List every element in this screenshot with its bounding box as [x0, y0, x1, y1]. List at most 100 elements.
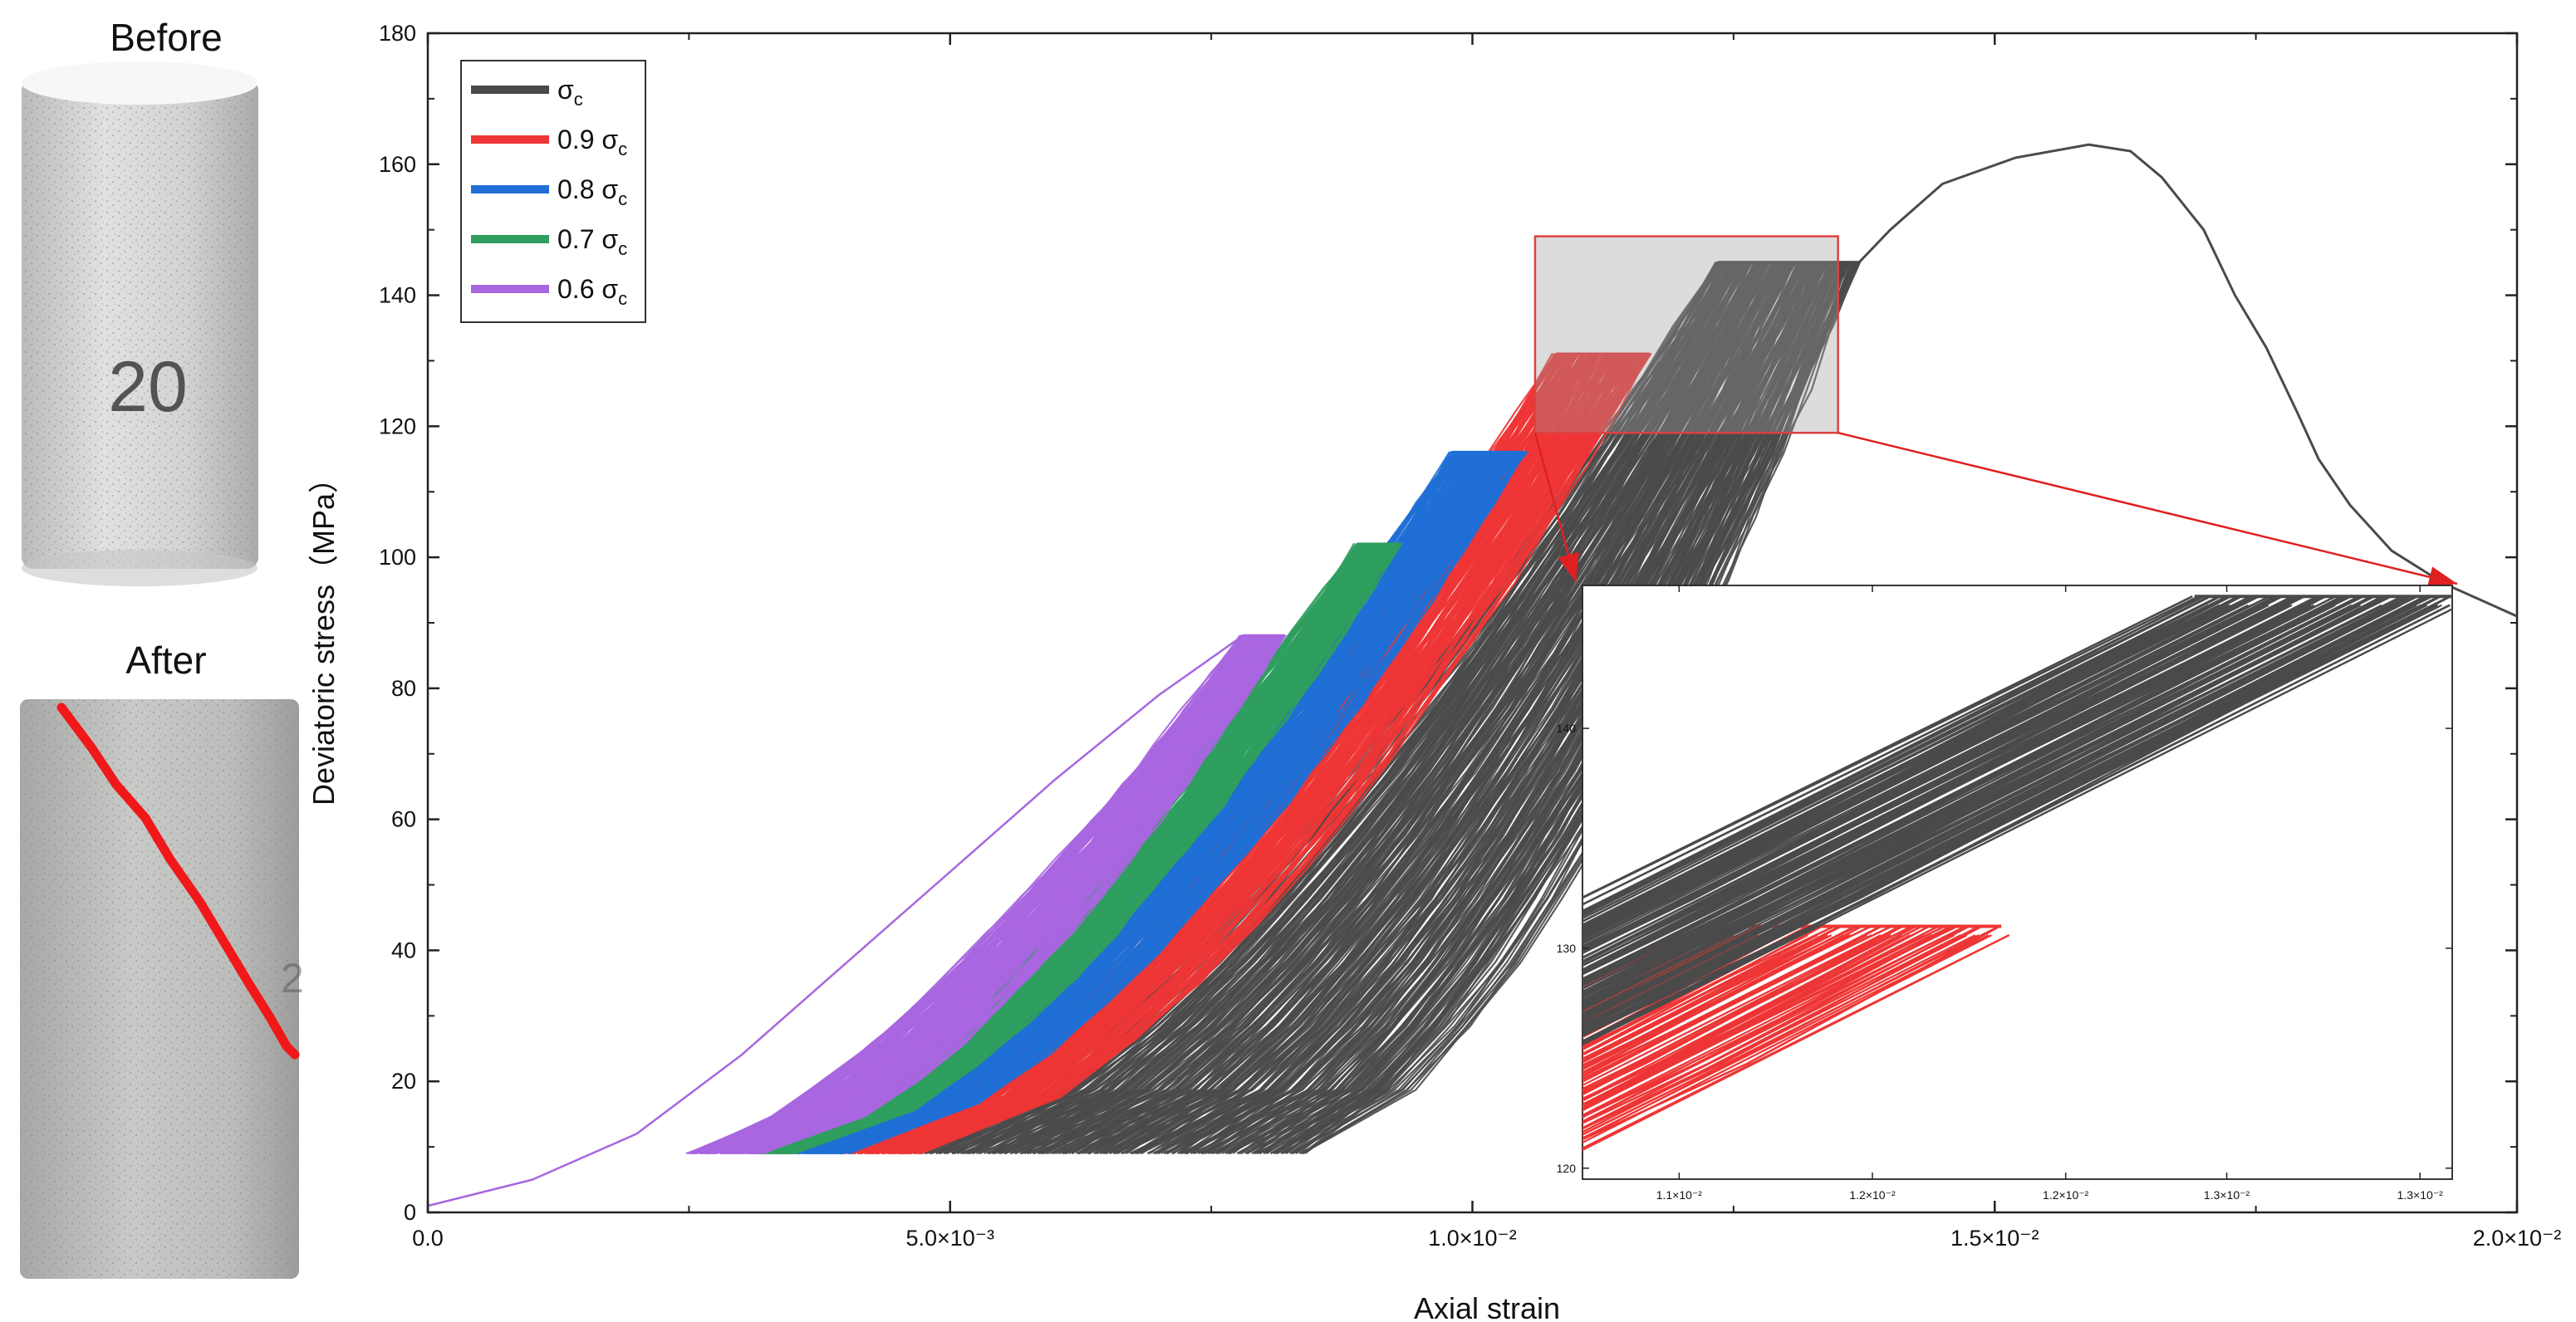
initial-loading-curve	[427, 634, 1244, 1207]
axis-ticks: 0 20 40 60 80 100 120 140 160 180 0.0 5.0×10⁻³ 1.0×1…	[379, 21, 2561, 1251]
inset-x-tick-label: 1.1×10⁻²	[1656, 1188, 1703, 1202]
inset-loop-line	[1582, 925, 1923, 1102]
specimen-before: 20	[22, 61, 258, 586]
inset-loop-line	[1582, 925, 2000, 1141]
zoom-region-box	[1533, 235, 2458, 588]
y-tick-label: 180	[379, 21, 416, 46]
inset-loop-line	[1582, 595, 2337, 975]
inset-loop-line	[1582, 595, 2451, 1031]
inset-loop-line	[1582, 925, 1841, 1062]
inset-curves	[1582, 595, 2452, 1152]
x-tick-label: 5.0×10⁻³	[905, 1226, 994, 1251]
inset-loop-line	[1582, 595, 2403, 1005]
inset-series--c	[1582, 595, 2452, 1046]
inset-loop-line	[1582, 925, 1856, 1069]
inset-x-tick-label: 1.3×10⁻²	[2397, 1188, 2444, 1202]
inset-plot: 120 130 140 1.1×10⁻² 1.2×10⁻² 1.2×10⁻² 1.3×10⁻…	[1557, 585, 2453, 1202]
inset-unload-line	[1582, 604, 2451, 1042]
inset-loop-line	[1582, 595, 2193, 899]
inset-loop-line	[1582, 595, 2323, 967]
inset-loop-line	[1582, 595, 2392, 1001]
zoom-rectangle	[1533, 235, 1839, 434]
inset-loop-line	[1582, 925, 1901, 1090]
inset-loop-line	[1582, 595, 2327, 976]
inset-loop-line	[1582, 595, 2320, 963]
inset-loop-line	[1582, 595, 2220, 916]
inset-loop-line	[1582, 925, 1966, 1119]
inset-loop-line	[1582, 595, 2283, 954]
inset-loop-line	[1582, 925, 1913, 1093]
specimen-after: 2	[20, 699, 304, 1279]
inset-loop-line	[1582, 595, 2451, 1037]
inset-loop-line	[1582, 595, 2260, 937]
sample-number-label: 20	[108, 347, 188, 427]
inset-x-tick-label: 1.2×10⁻²	[1849, 1188, 1896, 1202]
zoom-arrow-left-head	[1558, 551, 1579, 582]
inset-loop-line	[1582, 595, 2277, 940]
inset-y-tick-label: 140	[1557, 722, 1577, 735]
specimen-photos-panel: Before	[0, 0, 332, 1322]
inset-loop-line	[1582, 595, 2345, 973]
inset-loop-line	[1582, 925, 1970, 1124]
inset-unload-line	[1582, 608, 2452, 1046]
inset-unload-line	[1582, 934, 1882, 1087]
inset-y-tick-label: 120	[1557, 1162, 1577, 1175]
y-tick-label: 0	[404, 1200, 416, 1225]
inset-loop-line	[1582, 925, 1904, 1094]
inset-loop-line	[1582, 925, 1892, 1077]
legend-entry-label: 0.7 σc	[557, 224, 627, 259]
legend-entry-label: 0.9 σc	[557, 125, 627, 159]
inset-y-tick-label: 130	[1557, 942, 1577, 955]
inset-unload-line	[1582, 934, 1818, 1056]
inset-x-tick-label: 1.2×10⁻²	[2043, 1188, 2089, 1202]
inset-loop-line	[1582, 595, 2418, 1011]
y-tick-label: 140	[379, 283, 416, 308]
y-axis-title: Deviatoric stress（MPa）	[307, 463, 341, 805]
inset-loop-line	[1582, 595, 2375, 993]
legend: σc0.9 σc0.8 σc0.7 σc0.6 σc	[460, 60, 646, 323]
y-tick-label: 40	[391, 938, 416, 962]
x-tick-label: 1.5×10⁻²	[1950, 1226, 2039, 1251]
legend-entry-label: 0.8 σc	[557, 174, 627, 209]
inset-loop-line	[1582, 595, 2231, 932]
y-tick-label: 120	[379, 414, 416, 438]
inset-unload-line	[1582, 934, 1740, 1016]
inset-loop-line	[1582, 595, 2390, 998]
inset-loop-line	[1582, 925, 1954, 1119]
y-tick-label: 80	[391, 676, 416, 701]
inset-loop-line	[1582, 595, 2305, 953]
curves-layer	[427, 143, 2518, 1207]
specimen-photos: 20 2	[20, 61, 304, 1279]
x-tick-label: 1.0×10⁻²	[1428, 1226, 1517, 1251]
inset-unload-line	[1582, 934, 2010, 1152]
y-tick-label: 60	[391, 807, 416, 832]
after-label: After	[125, 639, 207, 682]
inset-unload-line	[1582, 604, 2212, 923]
legend-entry-label: 0.6 σc	[557, 274, 627, 309]
inset-unload-line	[1582, 604, 2421, 1026]
inset-loop-line	[1582, 595, 2200, 899]
inset-x-tick-label: 1.3×10⁻²	[2204, 1188, 2250, 1202]
inset-loop-line	[1582, 925, 1872, 1067]
zoom-arrow-right	[1838, 432, 2458, 585]
inset-loop-line	[1582, 595, 2305, 959]
before-label: Before	[110, 16, 223, 59]
series-0-6-c	[427, 634, 1288, 1207]
fracture-line	[56, 703, 300, 1060]
x-tick-label: 2.0×10⁻²	[2473, 1226, 2562, 1251]
inset-unload-line	[1582, 934, 1940, 1117]
inset-loop-line	[1582, 925, 1858, 1060]
svg-text:2: 2	[281, 955, 304, 1001]
inset-unload-line	[1582, 934, 1828, 1064]
inset-loop-line	[1582, 925, 1882, 1080]
inset-loop-line	[1582, 595, 2252, 928]
y-tick-label: 20	[391, 1069, 416, 1094]
inset-loop-line	[1582, 925, 1958, 1112]
inset-loop-line	[1582, 595, 2363, 990]
y-tick-label: 100	[379, 545, 416, 570]
inset-loop-line	[1582, 925, 1939, 1107]
inset-loop-line	[1582, 595, 2360, 987]
inset-loop-line	[1582, 595, 2240, 933]
loop-line	[841, 451, 1529, 1155]
